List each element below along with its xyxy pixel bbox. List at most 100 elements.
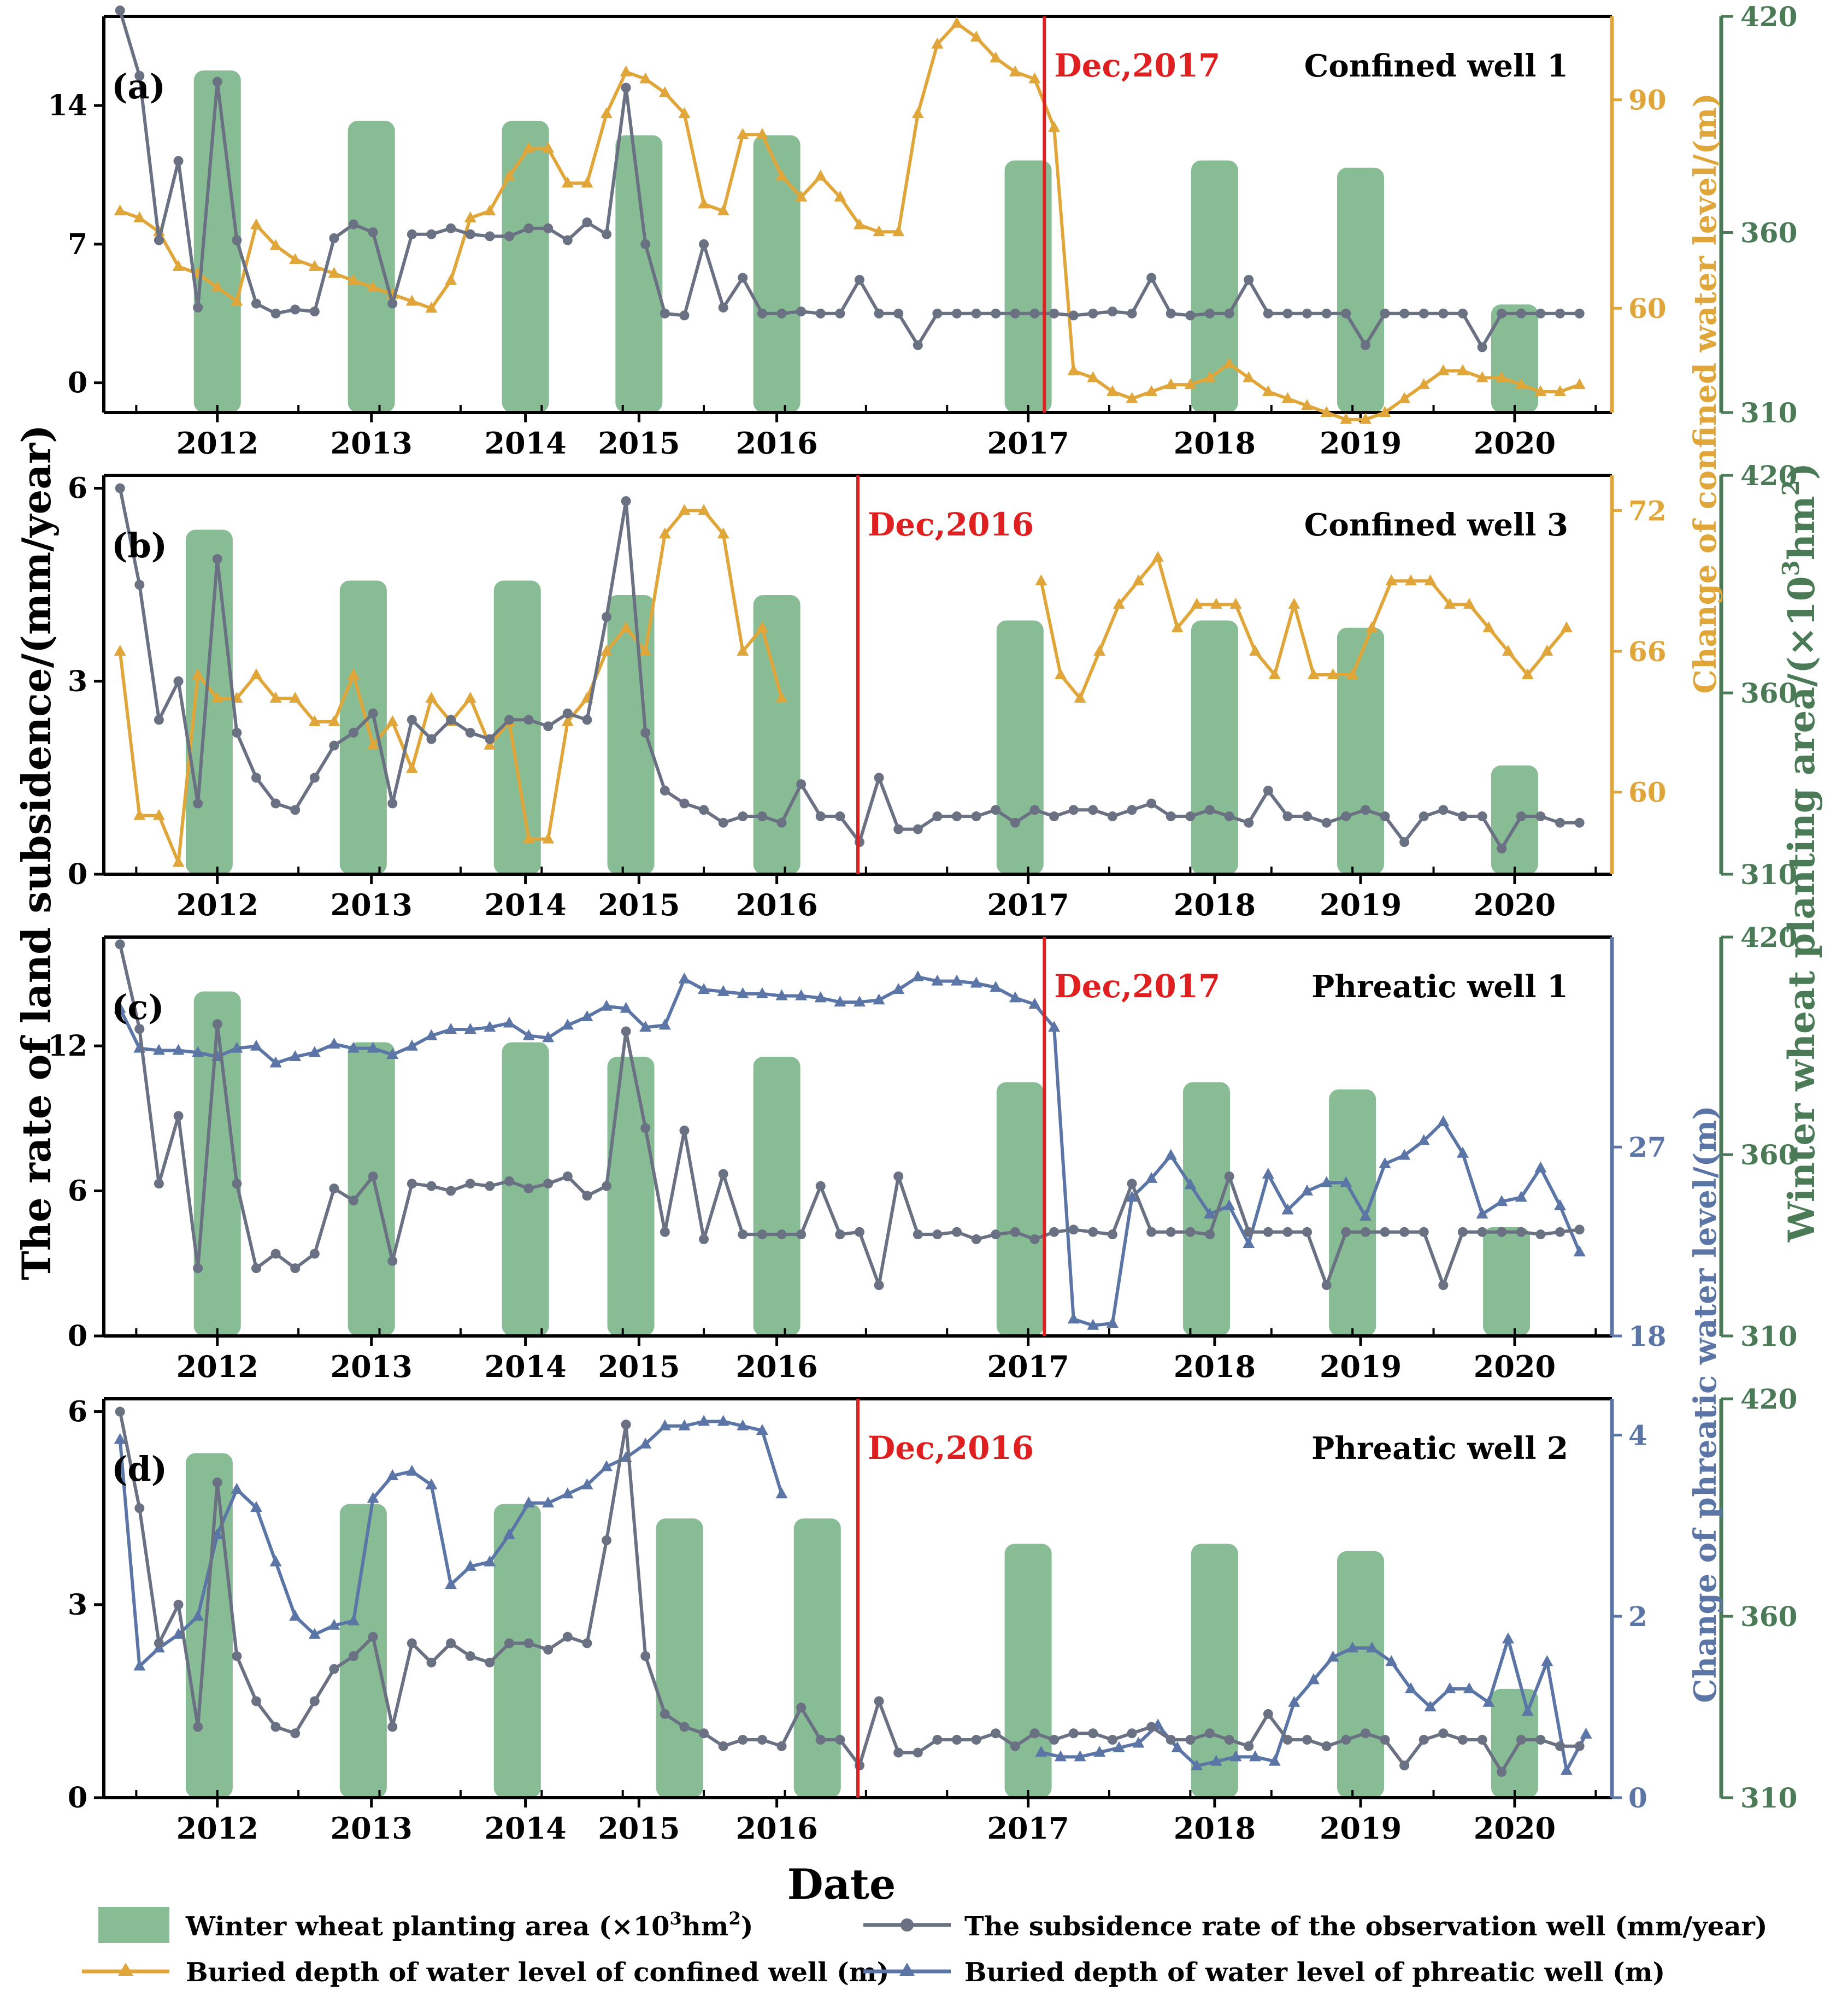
area-bar [185,529,233,874]
water-level-point [231,295,243,306]
water-level-point [834,190,846,202]
subsidence-point [270,1722,281,1732]
water-level-point [114,204,126,216]
water-level-point [581,1010,593,1021]
subsidence-point [1574,1224,1585,1235]
water-level-point [386,1469,399,1481]
subsidence-point [757,811,767,822]
left-tick-label: 6 [68,472,87,505]
water-level-point [1340,1176,1352,1187]
subsidence-point [504,715,514,725]
water-level-point [775,169,788,181]
x-tick-label: 2017 [987,426,1069,461]
water-level-after-point [1191,598,1203,609]
subsidence-point [212,1019,222,1029]
subsidence-point [115,939,125,950]
water-level-point [1262,385,1274,396]
area-bar [1491,765,1538,874]
subsidence-point [1127,308,1137,319]
subsidence-point [1380,308,1390,319]
subsidence-point [1457,811,1468,822]
panel-letter: (d) [111,1449,167,1489]
water-level-point [1243,1237,1255,1248]
x-tick-label: 2016 [735,887,817,922]
subsidence-point [718,817,728,828]
subsidence-point [1321,817,1332,828]
subsidence-point [329,233,339,243]
water-level-point [464,1559,476,1571]
subsidence-point [971,1234,981,1245]
subsidence-point [932,308,943,319]
area-bar [348,121,395,413]
water-level-point [484,204,496,216]
subsidence-point [1010,817,1020,828]
water-level-point [658,86,671,97]
subsidence-point [1457,1735,1468,1745]
subsidence-point [446,223,456,233]
subsidence-point [660,1227,670,1237]
subsidence-point [602,1535,611,1546]
water-level-after-point [1288,598,1300,609]
subsidence-point [1282,1227,1293,1237]
area-bar [607,595,655,874]
water-level-point [1573,1245,1586,1257]
subsidence-point [1535,1229,1546,1240]
area-tick-label: 420 [1740,460,1797,492]
subsidence-point [1107,1229,1117,1240]
subsidence-point [1166,1227,1176,1237]
subsidence-point [971,811,981,822]
subsidence-point [1146,798,1157,809]
water-level-point [620,65,632,76]
panel-title: Phreatic well 1 [1311,969,1568,1005]
subsidence-point [1088,1728,1098,1739]
subsidence-point [1341,811,1351,822]
water-level-point [620,621,632,633]
water-level-after-point [1482,621,1495,633]
panel-4: 2012 2013 2014 2015 2016 2017 2018 2019 20200360… [68,1383,1798,1846]
water-level-after-point [1424,1700,1437,1712]
water-level-after-point [1132,574,1145,586]
subsidence-point [1341,1227,1351,1237]
subsidence-point [1555,308,1565,319]
water-level-after-point [1482,1695,1495,1707]
subsidence-point [621,1026,631,1037]
water-level-point [1009,991,1021,1003]
water-level-point [348,668,360,679]
area-bar [1337,627,1384,874]
water-level-point [795,989,808,1000]
water-level-point [1223,357,1235,368]
water-level-point [445,1023,457,1034]
water-level-point [522,1496,535,1508]
x-tick-label: 2014 [484,887,566,922]
subsidence-point [1497,308,1507,319]
subsidence-point [270,1249,281,1259]
water-level-point [328,267,340,278]
subsidence-point [776,817,787,828]
subsidence-point [173,1111,184,1121]
area-tick-label: 420 [1740,1,1797,33]
subsidence-point [154,1179,164,1189]
subsidence-point [699,1234,709,1245]
water-level-point [542,832,555,844]
water-level-point [1340,413,1352,424]
water-level-after-point [1366,621,1378,633]
water-level-point [269,239,282,250]
water-level-after-point [1171,621,1184,633]
subsidence-point [1263,785,1273,796]
water-level-point [1398,1149,1411,1160]
subsidence-point [523,1638,534,1648]
subsidence-point [932,811,943,822]
subsidence-point [757,1735,767,1745]
x-tick-label: 2017 [987,1349,1069,1384]
water-level-point [775,1487,788,1499]
subsidence-point [1399,1761,1410,1771]
subsidence-point [1029,308,1040,319]
water-level-point [1048,121,1061,132]
subsidence-point [1127,805,1137,815]
subsidence-point [1127,1728,1137,1739]
water-level-point [367,1492,379,1503]
left-tick-label: 3 [68,1588,87,1622]
subsidence-point [1146,1722,1157,1732]
subsidence-point [349,219,359,229]
water-level-after-point [1541,645,1553,656]
